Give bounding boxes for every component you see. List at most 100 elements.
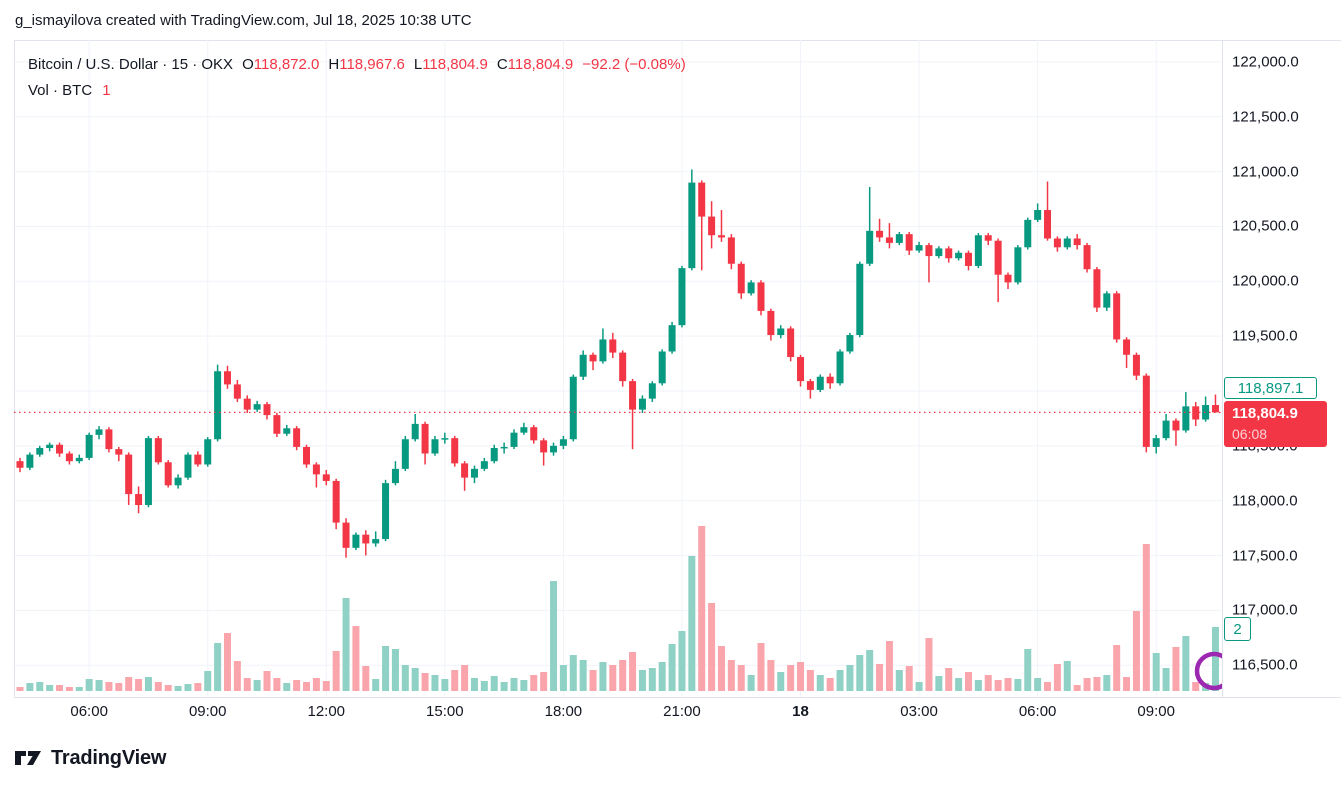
volume-bar <box>1014 679 1022 691</box>
time-axis-label: 06:00 <box>1018 703 1057 720</box>
circle-drawing-marker[interactable] <box>1194 651 1222 691</box>
volume-bar <box>1211 627 1219 691</box>
volume-bar <box>480 681 488 691</box>
volume-bar <box>520 680 528 691</box>
volume-indicator-label[interactable]: Vol · BTC <box>28 82 93 99</box>
price-axis-label: 117,500.0 <box>1232 547 1298 564</box>
volume-bar <box>797 662 805 691</box>
change-value: −92.2 (−0.08%) <box>582 56 686 73</box>
volume-bar <box>1004 678 1012 691</box>
candle-body <box>490 448 498 462</box>
volume-bar <box>233 661 241 691</box>
volume-bar <box>243 678 251 691</box>
volume-bar <box>1034 678 1042 691</box>
volume-bar <box>342 598 350 691</box>
candle-body <box>925 245 933 257</box>
volume-bar <box>56 685 64 691</box>
volume-bar <box>955 678 963 691</box>
candle-body <box>579 354 587 377</box>
volume-bar <box>1123 677 1131 691</box>
candle-body <box>1014 247 1022 283</box>
candle-body <box>955 252 963 259</box>
candle-body <box>36 448 44 455</box>
volume-bar <box>885 641 893 691</box>
volume-bar <box>223 633 231 691</box>
candle-body <box>1004 274 1012 283</box>
candle-body <box>856 263 864 336</box>
ohlc-letter: O <box>242 56 254 73</box>
legend-symbol-row[interactable]: Bitcoin / U.S. Dollar · 15 · OKX O118,872… <box>28 52 686 78</box>
time-axis-label: 12:00 <box>307 703 346 720</box>
candle-body <box>609 339 617 353</box>
candle-body <box>589 354 597 362</box>
candle-body <box>283 428 291 434</box>
time-axis-label: 09:00 <box>188 703 227 720</box>
last-price-value: 118,804.9 <box>1232 405 1298 422</box>
legend-volume-row[interactable]: Vol · BTC 1 <box>28 78 686 104</box>
candle-body <box>1024 219 1032 248</box>
candle-body <box>115 449 123 455</box>
volume-bar <box>866 650 874 691</box>
price-axis-label: 122,000.0 <box>1232 53 1299 71</box>
volume-bar <box>461 665 469 691</box>
volume-bar <box>629 652 637 691</box>
volume-bar <box>1083 678 1091 691</box>
symbol-title[interactable]: Bitcoin / U.S. Dollar · 15 · OKX <box>28 56 234 73</box>
volume-bar <box>1172 647 1180 691</box>
candle-body <box>836 351 844 384</box>
time-axis-label: 06:00 <box>70 703 108 720</box>
volume-bar <box>717 646 725 691</box>
candle-body <box>638 398 646 410</box>
volume-bar <box>510 678 518 691</box>
price-axis-label: 119,500.0 <box>1232 327 1298 345</box>
candle-body <box>1182 406 1190 431</box>
candle-body <box>401 439 409 469</box>
volume-bar <box>836 670 844 691</box>
candle-body <box>540 440 548 453</box>
candle-body <box>1192 406 1200 420</box>
volume-bar <box>65 687 73 691</box>
volume-bar <box>95 680 103 691</box>
volume-bar <box>1162 668 1170 691</box>
volume-bar <box>401 665 409 691</box>
candle-body <box>737 263 745 294</box>
candle-body <box>747 282 755 294</box>
candlestick-chart-canvas[interactable] <box>14 40 1222 697</box>
price-axis[interactable]: 122,000.0 121,500.0 121,000.0 120,500.0 120,… <box>1222 40 1341 697</box>
volume-bar <box>540 672 548 691</box>
candle-body <box>826 376 834 384</box>
time-axis-label: 15:00 <box>426 703 464 720</box>
candle-body <box>105 429 113 450</box>
volume-bar <box>1192 682 1200 691</box>
volume-bar <box>451 670 459 691</box>
candle-body <box>816 376 824 390</box>
candle-body <box>243 398 251 410</box>
volume-bar <box>579 660 587 691</box>
candle-body <box>708 216 716 236</box>
candle-body <box>964 252 972 266</box>
candle-body <box>629 381 637 410</box>
volume-bar <box>589 670 597 691</box>
volume-bar <box>164 685 172 691</box>
volume-bar <box>46 685 54 691</box>
volume-bar <box>678 631 686 691</box>
volume-bar <box>470 678 478 691</box>
chart-border-left <box>14 40 15 697</box>
candle-body <box>806 381 814 390</box>
volume-bar <box>698 526 706 691</box>
volume-bar <box>1053 664 1061 691</box>
volume-bar <box>895 670 903 691</box>
volume-bar <box>352 626 360 691</box>
chart-legend[interactable]: Bitcoin / U.S. Dollar · 15 · OKX O118,872… <box>28 52 686 104</box>
volume-bar <box>1073 685 1081 691</box>
tradingview-footer[interactable]: TradingView <box>15 747 166 770</box>
price-axis-label: 121,000.0 <box>1232 163 1299 181</box>
candle-body <box>1063 238 1071 248</box>
volume-bar <box>964 672 972 691</box>
time-axis[interactable]: 06:00 09:00 12:00 15:00 18:00 21:00 18 03:00 06:… <box>0 703 1341 729</box>
time-axis-label: 18:00 <box>544 703 583 720</box>
candle-body <box>648 383 656 399</box>
volume-bar <box>668 644 676 691</box>
candle-body <box>1162 420 1170 439</box>
candle-body <box>619 352 627 382</box>
